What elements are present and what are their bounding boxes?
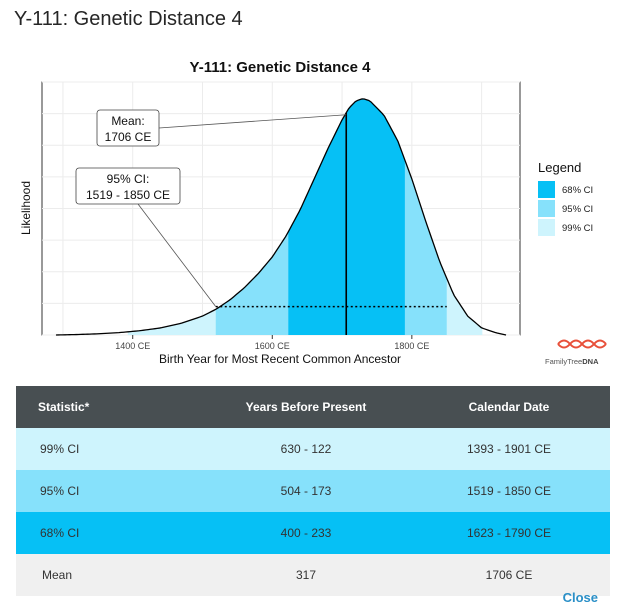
ci95-callout-leader (137, 203, 217, 307)
legend-swatch (538, 219, 555, 236)
header-years-before-present: Years Before Present (204, 386, 408, 428)
row-calendar-date: 1623 - 1790 CE (408, 512, 610, 554)
legend-label: 95% CI (562, 204, 593, 215)
legend-label: 68% CI (562, 185, 593, 196)
x-axis-label: Birth Year for Most Recent Common Ancest… (159, 352, 401, 366)
x-tick-label: 1600 CE (255, 341, 290, 351)
density-curve (55, 98, 507, 336)
row-calendar-date: 1706 CE (408, 554, 610, 596)
row-calendar-date: 1519 - 1850 CE (408, 470, 610, 512)
mean-callout-box (96, 109, 160, 147)
chart-title: Y-111: Genetic Distance 4 (190, 59, 372, 76)
logo-text-familytree: FamilyTree (545, 357, 582, 366)
mean-callout-line2: 1706 CE (105, 130, 152, 144)
row-calendar-date: 1393 - 1901 CE (408, 428, 610, 470)
row-statistic: 99% CI (16, 428, 204, 470)
row-years-before-present: 630 - 122 (204, 428, 408, 470)
dna-helix-icon (557, 339, 607, 349)
x-tick-label: 1800 CE (394, 341, 429, 351)
y-axis-label: Likelihood (19, 181, 33, 235)
header-statistic: Statistic* (16, 386, 204, 428)
table-row: Mean 317 1706 CE (16, 554, 610, 596)
row-statistic: Mean (16, 554, 204, 596)
ci95-callout-line1: 95% CI: (107, 172, 150, 186)
legend-swatch (538, 181, 555, 198)
chart-svg: Y-111: Genetic Distance 4 Mean: 1706 CE … (19, 59, 607, 366)
svg-text:FamilyTreeDNA: FamilyTreeDNA (545, 357, 599, 366)
table-row: 99% CI 630 - 122 1393 - 1901 CE (16, 428, 610, 470)
table-header-row: Statistic* Years Before Present Calendar… (16, 386, 610, 428)
statistics-table: Statistic* Years Before Present Calendar… (16, 386, 610, 596)
legend-label: 99% CI (562, 223, 593, 234)
x-tick-label: 1400 CE (115, 341, 150, 351)
ci95-callout-box (75, 167, 181, 205)
mean-callout-line1: Mean: (111, 114, 144, 128)
tmrca-chart: Y-111: Genetic Distance 4 Mean: 1706 CE … (12, 52, 612, 372)
row-statistic: 68% CI (16, 512, 204, 554)
row-years-before-present: 504 - 173 (204, 470, 408, 512)
logo-text-dna: DNA (582, 357, 599, 366)
legend-swatch (538, 200, 555, 217)
header-calendar-date: Calendar Date (408, 386, 610, 428)
close-button[interactable]: Close (562, 590, 598, 605)
legend-title: Legend (538, 160, 581, 175)
familytreedna-logo: FamilyTreeDNA (545, 339, 607, 366)
modal-title: Y-111: Genetic Distance 4 (14, 8, 243, 30)
table-row: 95% CI 504 - 173 1519 - 1850 CE (16, 470, 610, 512)
x-axis-ticks: 1400 CE 1600 CE 1800 CE (115, 335, 429, 351)
table-row: 68% CI 400 - 233 1623 - 1790 CE (16, 512, 610, 554)
legend: 68% CI 95% CI 99% CI (538, 181, 593, 236)
ci95-callout-line2: 1519 - 1850 CE (86, 188, 170, 202)
mean-callout-leader (158, 114, 347, 129)
row-years-before-present: 400 - 233 (204, 512, 408, 554)
row-years-before-present: 317 (204, 554, 408, 596)
row-statistic: 95% CI (16, 470, 204, 512)
